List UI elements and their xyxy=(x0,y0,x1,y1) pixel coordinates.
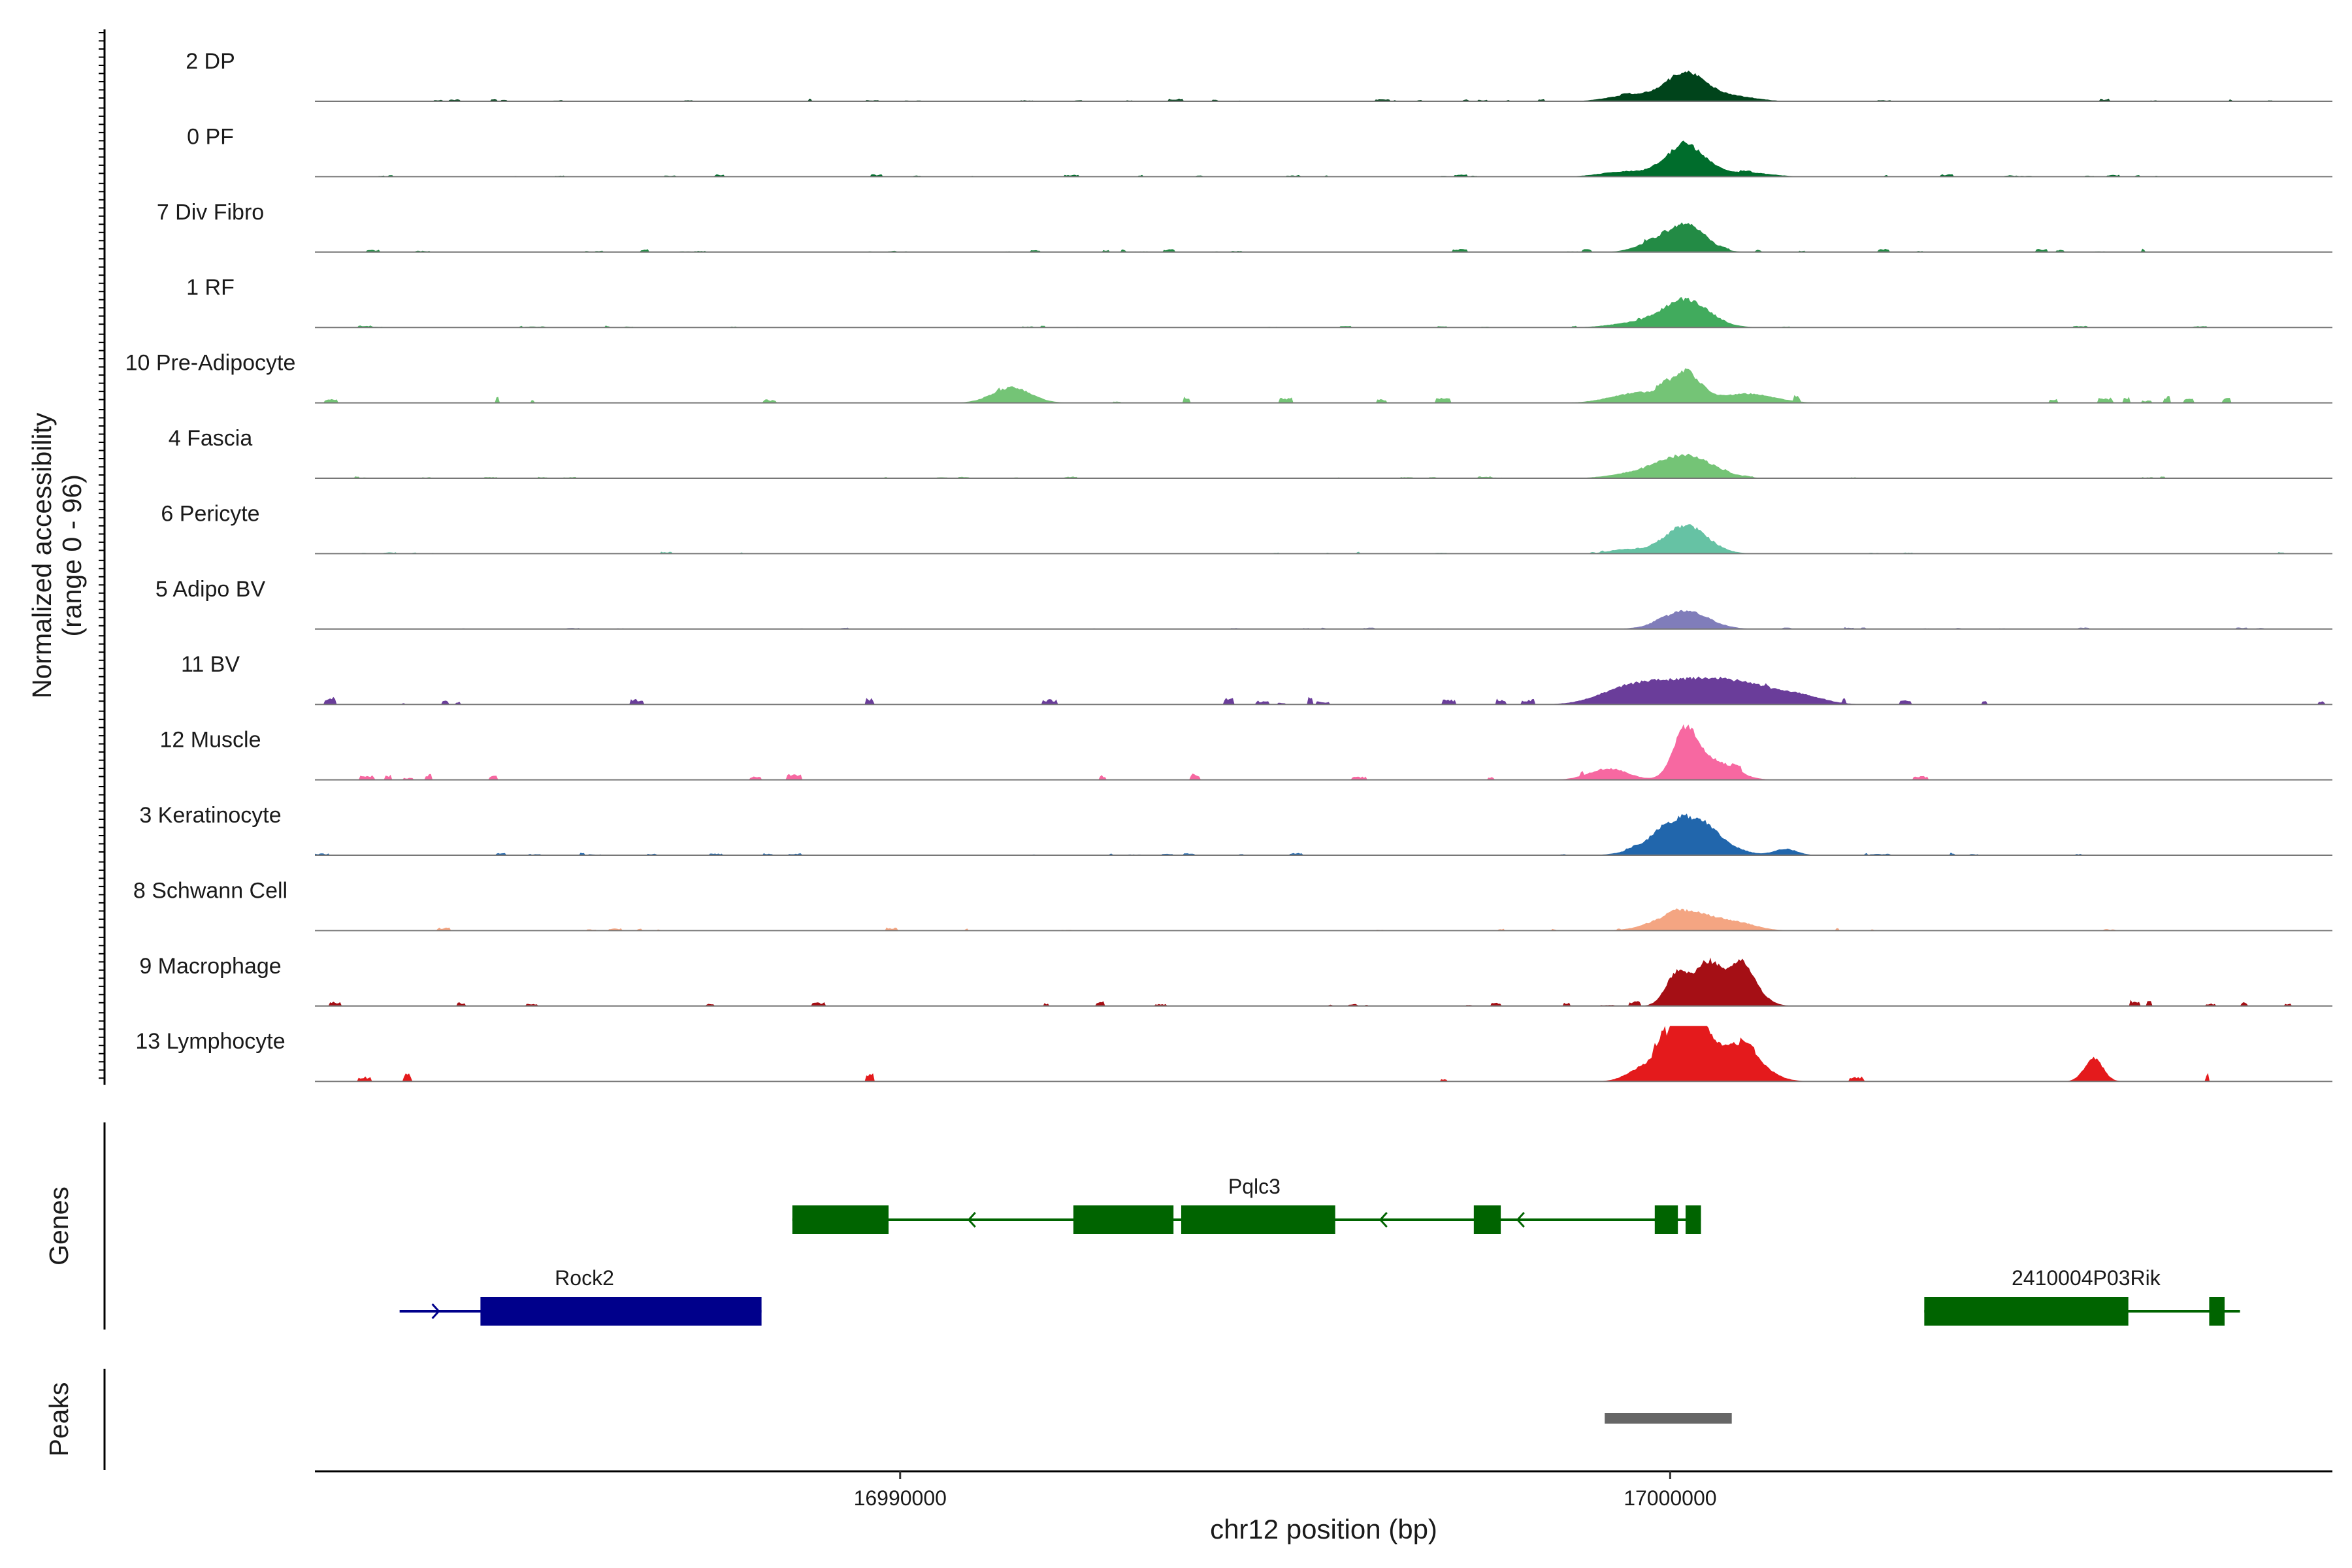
coverage-area xyxy=(315,813,2332,855)
track-label: 12 Muscle xyxy=(160,728,261,753)
strand-arrow xyxy=(967,1211,976,1228)
track-label: 9 Macrophage xyxy=(139,954,281,979)
coverage-track: 3 Keratinocyte xyxy=(139,803,2332,856)
coverage-area xyxy=(315,222,2332,252)
gene-exon xyxy=(1924,1297,2129,1326)
genes-panel: Genes Pqlc3 Rock2 2410004P03Rik xyxy=(44,1122,2240,1330)
x-tick-label: 17000000 xyxy=(1624,1486,1716,1510)
track-label: 7 Div Fibro xyxy=(157,200,264,225)
gene-label: Rock2 xyxy=(555,1266,614,1290)
coverage-track: 11 BV xyxy=(181,652,2332,706)
peaks-panel: Peaks xyxy=(44,1369,1732,1470)
coverage-track: 2 DP xyxy=(186,49,2332,102)
peak-region-bar xyxy=(1605,1413,1732,1424)
strand-arrow xyxy=(431,1303,440,1320)
coverage-track: 7 Div Fibro xyxy=(157,200,2332,253)
coverage-area xyxy=(315,368,2332,403)
coverage-track: 13 Lymphocyte xyxy=(135,1026,2332,1083)
coverage-track: 0 PF xyxy=(187,124,2332,178)
track-label: 1 RF xyxy=(186,275,235,300)
track-label: 4 Fascia xyxy=(169,426,253,451)
accessibility-y-ticks xyxy=(99,32,105,1079)
gene-models: Pqlc3 Rock2 2410004P03Rik xyxy=(399,1175,2240,1326)
track-label: 6 Pericyte xyxy=(161,501,259,526)
x-axis-ticks: 16990000 17000000 xyxy=(854,1471,1717,1510)
gene-exon xyxy=(480,1297,762,1326)
coverage-area xyxy=(315,610,2332,629)
gene-exon xyxy=(1073,1205,1174,1234)
strand-arrow xyxy=(1379,1211,1388,1228)
x-axis-label: chr12 position (bp) xyxy=(1210,1514,1437,1544)
gene-exon xyxy=(792,1205,889,1234)
coverage-track: 6 Pericyte xyxy=(161,501,2332,555)
coverage-area xyxy=(315,297,2332,328)
coverage-track: 8 Schwann Cell xyxy=(133,878,2332,932)
track-label: 11 BV xyxy=(181,652,240,677)
coverage-area xyxy=(315,676,2332,705)
coverage-area xyxy=(315,724,2332,780)
coverage-track: 9 Macrophage xyxy=(139,954,2332,1007)
gene-model: 2410004P03Rik xyxy=(1924,1266,2240,1326)
genes-panel-label: Genes xyxy=(44,1186,74,1266)
coverage-area xyxy=(315,453,2332,478)
position-x-axis: 16990000 17000000 chr12 position (bp) xyxy=(315,1470,2332,1544)
coverage-track: 4 Fascia xyxy=(169,426,2332,479)
accessibility-y-axis: Normalized accessibility (range 0 - 96) xyxy=(27,29,106,1085)
track-label: 0 PF xyxy=(187,124,234,149)
gene-model: Pqlc3 xyxy=(792,1175,1701,1234)
track-label: 5 Adipo BV xyxy=(155,577,266,602)
coverage-track: 10 Pre-Adipocyte xyxy=(125,351,2332,404)
track-label: 13 Lymphocyte xyxy=(135,1029,285,1054)
coverage-area xyxy=(315,71,2332,101)
track-label: 8 Schwann Cell xyxy=(133,878,287,903)
gene-label: 2410004P03Rik xyxy=(2012,1266,2161,1290)
gene-label: Pqlc3 xyxy=(1228,1175,1281,1198)
y-axis-label-line2: (range 0 - 96) xyxy=(57,474,87,636)
gene-exon xyxy=(1685,1205,1701,1234)
gene-exon xyxy=(2209,1297,2225,1326)
gene-exon xyxy=(1654,1205,1678,1234)
track-label: 2 DP xyxy=(186,49,235,74)
track-label: 3 Keratinocyte xyxy=(139,803,281,828)
y-axis-label-line1: Normalized accessibility xyxy=(27,412,57,698)
coverage-area xyxy=(315,140,2332,177)
coverage-area xyxy=(315,1026,2332,1082)
coverage-track: 12 Muscle xyxy=(160,724,2332,781)
gene-model: Rock2 xyxy=(399,1266,762,1326)
x-tick-label: 16990000 xyxy=(854,1486,947,1510)
gene-exon xyxy=(1181,1205,1335,1234)
coverage-area xyxy=(315,957,2332,1006)
track-label: 10 Pre-Adipocyte xyxy=(125,351,296,376)
peak-regions xyxy=(1605,1413,1732,1424)
peaks-panel-label: Peaks xyxy=(44,1382,74,1457)
coverage-track: 5 Adipo BV xyxy=(155,577,2332,630)
coverage-tracks: 2 DP 0 PF 7 Div Fibro 1 RF 10 Pre-Adipocyte 4… xyxy=(125,49,2332,1083)
strand-arrow xyxy=(1516,1211,1525,1228)
coverage-area xyxy=(315,524,2332,554)
gene-exon xyxy=(1473,1205,1501,1234)
coverage-track: 1 RF xyxy=(186,275,2332,329)
coverage-area xyxy=(315,908,2332,931)
